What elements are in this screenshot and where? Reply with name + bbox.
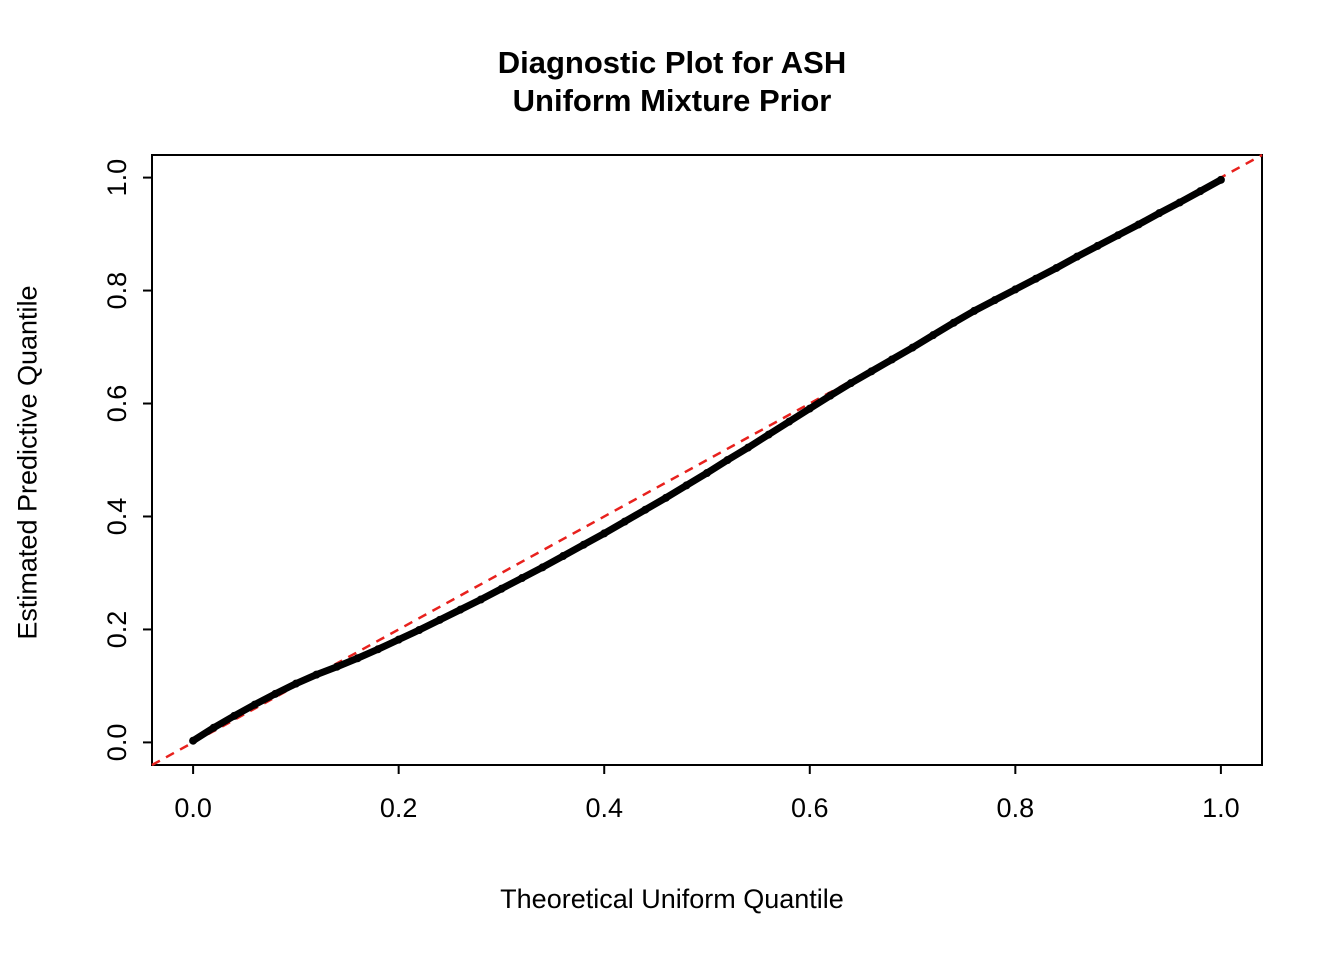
svg-text:0.8: 0.8 — [102, 272, 132, 310]
svg-text:1.0: 1.0 — [102, 159, 132, 197]
axis-tick-labels: 0.0 0.2 0.4 0.6 0.8 1.0 0.0 0.2 0.4 0.6 0.8 1.0 — [102, 159, 1240, 823]
svg-text:0.6: 0.6 — [791, 793, 829, 823]
plot-box — [151, 154, 1263, 766]
data-points-series — [189, 175, 1225, 745]
svg-text:0.2: 0.2 — [102, 611, 132, 649]
svg-text:0.4: 0.4 — [585, 793, 623, 823]
x-axis-label: Theoretical Uniform Quantile — [500, 884, 844, 914]
svg-text:0.8: 0.8 — [997, 793, 1035, 823]
chart-title-line-1: Diagnostic Plot for ASH — [497, 45, 847, 80]
chart-title-line-2: Uniform Mixture Prior — [512, 83, 832, 118]
axis-ticks — [143, 176, 1222, 774]
svg-text:0.2: 0.2 — [380, 793, 418, 823]
svg-text:0.0: 0.0 — [174, 793, 212, 823]
svg-text:1.0: 1.0 — [1202, 793, 1240, 823]
svg-text:0.6: 0.6 — [102, 385, 132, 423]
svg-text:0.0: 0.0 — [102, 724, 132, 762]
y-axis-label: Estimated Predictive Quantile — [12, 285, 43, 640]
svg-text:0.4: 0.4 — [102, 498, 132, 536]
